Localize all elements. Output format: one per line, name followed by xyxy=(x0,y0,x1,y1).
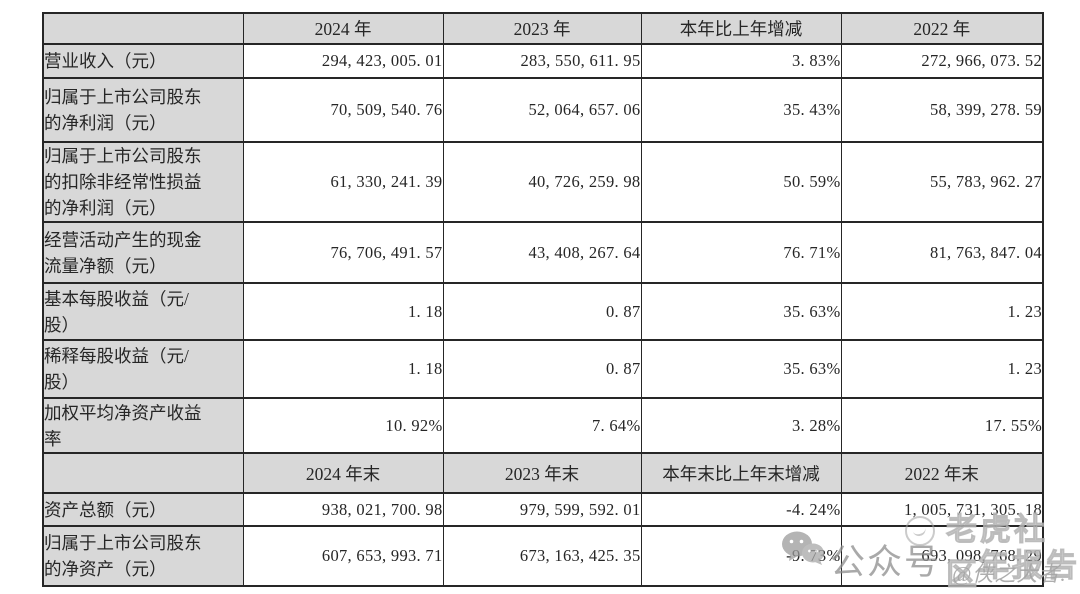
value-2023: 7. 64% xyxy=(442,397,642,454)
corner-cell xyxy=(42,12,244,45)
value-2022: 58, 399, 278. 59 xyxy=(840,77,1044,143)
value-change: 3. 83% xyxy=(640,43,842,79)
table-row-net-assets: 归属于上市公司股东 的净资产（元） 607, 653, 993. 71 673,… xyxy=(42,525,1044,587)
value-change: 76. 71% xyxy=(640,221,842,284)
financial-summary-table: 2024 年 2023 年 本年比上年增减 2022 年 营业收入（元） 294… xyxy=(42,12,1044,587)
col-header-yoy-change: 本年比上年增减 xyxy=(640,12,842,45)
section1-header-row: 2024 年 2023 年 本年比上年增减 2022 年 xyxy=(42,12,1044,45)
col-header-2024-end: 2024 年末 xyxy=(242,452,444,494)
row-label: 加权平均净资产收益 率 xyxy=(42,397,244,454)
col-header-2022: 2022 年 xyxy=(840,12,1044,45)
row-label: 基本每股收益（元/ 股） xyxy=(42,282,244,341)
row-label: 归属于上市公司股东 的净利润（元） xyxy=(42,77,244,143)
value-2023: 40, 726, 259. 98 xyxy=(442,141,642,223)
col-header-yearend-change: 本年末比上年末增减 xyxy=(640,452,842,494)
table-row-net-profit-excl-nonrecurring: 归属于上市公司股东 的扣除非经常性损益 的净利润（元） 61, 330, 241… xyxy=(42,141,1044,223)
table-row-revenue: 营业收入（元） 294, 423, 005. 01 283, 550, 611.… xyxy=(42,43,1044,79)
value-2022: 1. 23 xyxy=(840,339,1044,399)
table-row-diluted-eps: 稀释每股收益（元/ 股） 1. 18 0. 87 35. 63% 1. 23 xyxy=(42,339,1044,399)
table-row-basic-eps: 基本每股收益（元/ 股） 1. 18 0. 87 35. 63% 1. 23 xyxy=(42,282,1044,341)
value-change: 50. 59% xyxy=(640,141,842,223)
value-2024: 294, 423, 005. 01 xyxy=(242,43,444,79)
value-change: 35. 63% xyxy=(640,282,842,341)
corner-cell xyxy=(42,452,244,494)
row-label: 归属于上市公司股东 的扣除非经常性损益 的净利润（元） xyxy=(42,141,244,223)
row-label: 资产总额（元） xyxy=(42,492,244,527)
value-2022: 81, 763, 847. 04 xyxy=(840,221,1044,284)
value-2022: 1, 005, 731, 305. 18 xyxy=(840,492,1044,527)
value-2024: 1. 18 xyxy=(242,282,444,341)
table-row-operating-cash-flow: 经营活动产生的现金 流量净额（元） 76, 706, 491. 57 43, 4… xyxy=(42,221,1044,284)
table-row-net-profit: 归属于上市公司股东 的净利润（元） 70, 509, 540. 76 52, 0… xyxy=(42,77,1044,143)
value-2023: 52, 064, 657. 06 xyxy=(442,77,642,143)
row-label: 稀释每股收益（元/ 股） xyxy=(42,339,244,399)
value-2024: 938, 021, 700. 98 xyxy=(242,492,444,527)
value-2022: 693, 098, 768. 29 xyxy=(840,525,1044,587)
value-change: -4. 24% xyxy=(640,492,842,527)
value-2023: 283, 550, 611. 95 xyxy=(442,43,642,79)
value-change: 35. 63% xyxy=(640,339,842,399)
value-2022: 55, 783, 962. 27 xyxy=(840,141,1044,223)
value-2024: 76, 706, 491. 57 xyxy=(242,221,444,284)
table-row-total-assets: 资产总额（元） 938, 021, 700. 98 979, 599, 592.… xyxy=(42,492,1044,527)
table-row-weighted-avg-roe: 加权平均净资产收益 率 10. 92% 7. 64% 3. 28% 17. 55… xyxy=(42,397,1044,454)
col-header-2023: 2023 年 xyxy=(442,12,642,45)
value-2022: 17. 55% xyxy=(840,397,1044,454)
col-header-2022-end: 2022 年末 xyxy=(840,452,1044,494)
value-2022: 272, 966, 073. 52 xyxy=(840,43,1044,79)
value-change: 35. 43% xyxy=(640,77,842,143)
value-2023: 0. 87 xyxy=(442,282,642,341)
value-2024: 10. 92% xyxy=(242,397,444,454)
value-2022: 1. 23 xyxy=(840,282,1044,341)
value-change: 3. 28% xyxy=(640,397,842,454)
value-2023: 979, 599, 592. 01 xyxy=(442,492,642,527)
value-2024: 70, 509, 540. 76 xyxy=(242,77,444,143)
value-2023: 0. 87 xyxy=(442,339,642,399)
value-change: -9. 73% xyxy=(640,525,842,587)
value-2023: 43, 408, 267. 64 xyxy=(442,221,642,284)
col-header-2024: 2024 年 xyxy=(242,12,444,45)
col-header-2023-end: 2023 年末 xyxy=(442,452,642,494)
value-2024: 607, 653, 993. 71 xyxy=(242,525,444,587)
value-2024: 61, 330, 241. 39 xyxy=(242,141,444,223)
row-label: 归属于上市公司股东 的净资产（元） xyxy=(42,525,244,587)
row-label: 经营活动产生的现金 流量净额（元） xyxy=(42,221,244,284)
section2-header-row: 2024 年末 2023 年末 本年末比上年末增减 2022 年末 xyxy=(42,452,1044,494)
value-2023: 673, 163, 425. 35 xyxy=(442,525,642,587)
value-2024: 1. 18 xyxy=(242,339,444,399)
row-label: 营业收入（元） xyxy=(42,43,244,79)
